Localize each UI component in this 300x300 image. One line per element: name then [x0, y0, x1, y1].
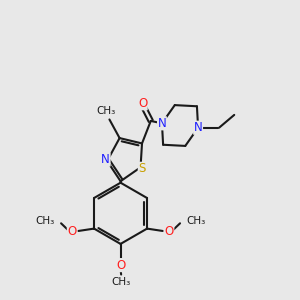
Text: O: O [138, 97, 147, 110]
Text: N: N [158, 117, 166, 130]
Text: CH₃: CH₃ [112, 277, 131, 287]
Text: O: O [116, 259, 125, 272]
Text: CH₃: CH₃ [187, 216, 206, 226]
Text: CH₃: CH₃ [35, 216, 54, 226]
Text: CH₃: CH₃ [96, 106, 116, 116]
Text: O: O [164, 225, 174, 238]
Text: O: O [67, 225, 76, 238]
Text: S: S [138, 162, 146, 175]
Text: N: N [101, 153, 110, 166]
Text: N: N [194, 121, 203, 134]
